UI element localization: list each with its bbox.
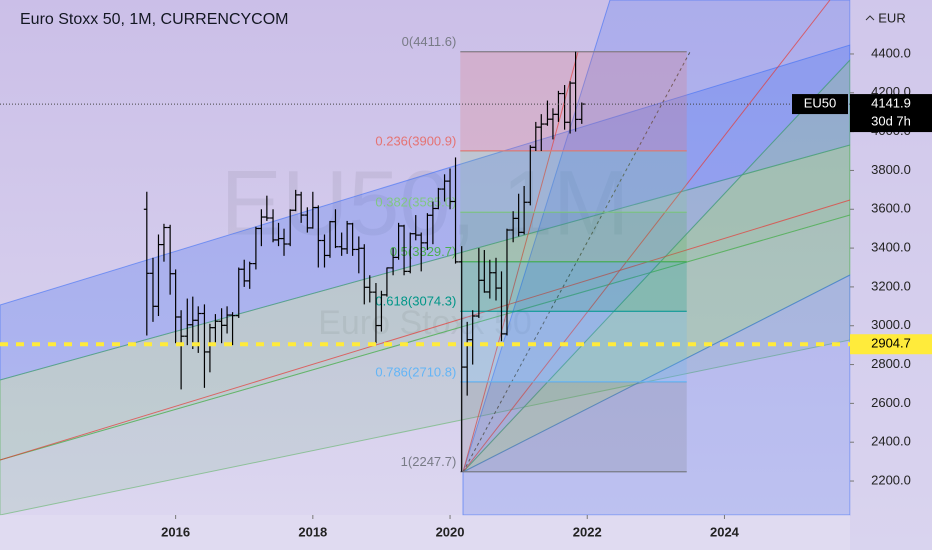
y-tick-label: 3600.0 xyxy=(871,201,911,216)
fib-zone xyxy=(460,381,687,472)
fib-zone xyxy=(460,51,687,151)
last-price-label: 4141.9 xyxy=(871,96,911,111)
alert-tag xyxy=(850,334,932,355)
y-tick-label: 3200.0 xyxy=(871,278,911,293)
y-tick-label: 3800.0 xyxy=(871,162,911,177)
y-tick-label: 4400.0 xyxy=(871,45,911,60)
fib-label: 0.786(2710.8) xyxy=(375,364,456,379)
watermark-subtitle: Euro Stoxx 50 xyxy=(318,304,532,342)
bars xyxy=(143,51,585,472)
axes: 2200.0 2400.0 2600.0 2800.0 3000.0 3200.0 3400… xyxy=(0,45,932,539)
chart-title: Euro Stoxx 50, 1M, CURRENCYCOM xyxy=(20,11,289,28)
x-tick-label: 2018 xyxy=(298,524,327,539)
median-line xyxy=(462,0,831,473)
y-tick-label: 2400.0 xyxy=(871,434,911,449)
fib-zone xyxy=(460,150,687,213)
drawings xyxy=(0,0,851,516)
fib-label: 0.382(3585.0) xyxy=(375,195,456,210)
median-line xyxy=(0,199,851,461)
y-tick-label: 3000.0 xyxy=(871,317,911,332)
y-tick-label: 3400.0 xyxy=(871,240,911,255)
last-price-tag xyxy=(850,94,932,133)
countdown-label: 30d 7h xyxy=(871,114,911,129)
fib-label: 0.5(3329.7) xyxy=(390,244,457,259)
x-tick-label: 2022 xyxy=(573,524,602,539)
x-tick-label: 2016 xyxy=(161,524,190,539)
y-tick-label: 2200.0 xyxy=(871,472,911,487)
x-tick-label: 2020 xyxy=(436,524,465,539)
time-axis xyxy=(0,515,850,550)
fib-zone xyxy=(460,311,687,382)
alert-label: 2904.7 xyxy=(871,336,911,351)
fib-label: 0(4411.6) xyxy=(402,34,457,49)
fib-label: 0.236(3900.9) xyxy=(375,133,456,148)
fib-zone xyxy=(460,212,687,262)
fib-label: 0.618(3074.3) xyxy=(375,294,456,309)
fib-label: 1(2247.7) xyxy=(401,454,457,469)
x-tick-label: 2024 xyxy=(710,524,740,539)
watermark: EU50, 1M xyxy=(220,152,629,254)
trend-line xyxy=(462,51,691,473)
fib-zone xyxy=(460,261,687,312)
y-tick-label: 2800.0 xyxy=(871,356,911,371)
currency[interactable]: EUR xyxy=(878,10,905,25)
symbol-label: EU50 xyxy=(804,96,837,111)
fib-retracement: 0(4411.6) 0.236(3900.9) 0.382(3585.0) 0.5(3… xyxy=(375,34,687,473)
currency-caret[interactable] xyxy=(865,15,875,21)
y-tick-label: 2600.0 xyxy=(871,395,911,410)
symbol-tag xyxy=(792,94,848,115)
price-axis xyxy=(850,0,932,550)
